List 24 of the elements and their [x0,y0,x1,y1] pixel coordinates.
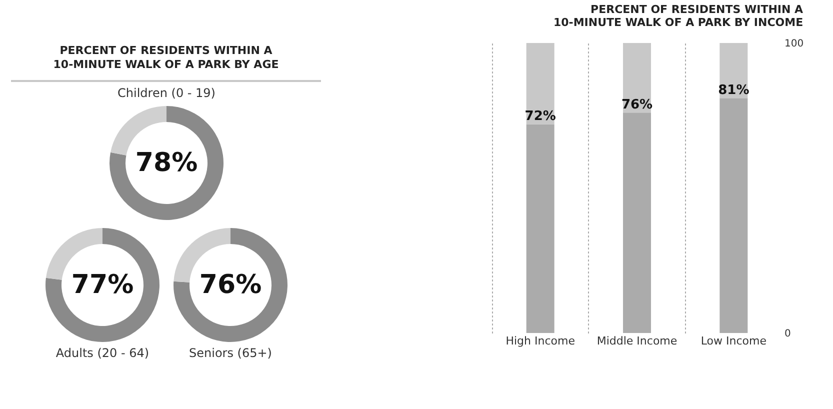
data-label: 77% [71,270,134,300]
bar [720,98,748,333]
data-label: 76% [621,98,653,113]
chart-title: Children (0 - 19) [118,86,216,100]
text: PERCENT OF RESIDENTS WITHIN A 10-MINUTE WALK OF A PARK BY AGE [53,44,279,71]
data-label: 76% [199,270,262,300]
donut-slice [46,228,160,342]
x-tick-label: Low Income [700,334,767,348]
y-tick-label: 100 [784,38,804,50]
bar [623,112,651,333]
bar [623,43,651,113]
data-label: 81% [718,83,750,98]
x-tick-label: Middle Income [596,334,678,348]
data-label: 78% [135,148,198,178]
donut-slice [110,106,224,220]
bar [526,124,554,333]
y-tick-label: 0 [784,328,791,340]
chart-title: PERCENT OF RESIDENTS WITHIN A 10-MINUTE WALK OF A PARK BY INCOME [553,3,804,29]
text: Seniors (65+) [189,346,272,360]
bar [526,43,554,124]
data-label: 72% [524,109,556,124]
text: Adults (20 - 64) [56,346,150,360]
x-tick-label: High Income [506,334,576,348]
donut-slice [174,228,288,342]
